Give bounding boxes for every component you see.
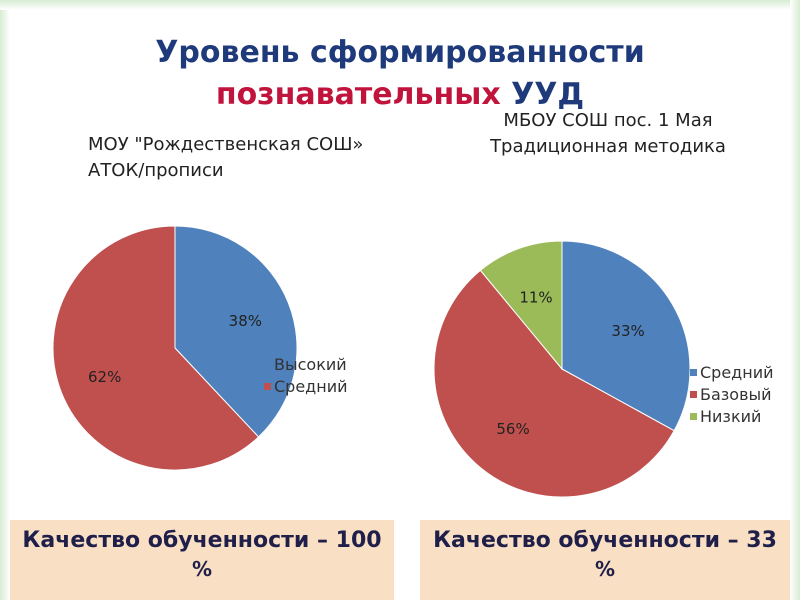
legend-right-label-2: Низкий: [700, 407, 761, 426]
pie-right-label-0: 33%: [611, 322, 644, 340]
pie-right-label-2: 11%: [519, 289, 552, 307]
chart-left-title-line1: МОУ "Рождественская СОШ»: [88, 134, 364, 155]
legend-right-label-0: Средний: [700, 363, 774, 382]
slide-title-uud: УУД: [511, 77, 585, 112]
legend-left-swatch-1: [264, 383, 271, 390]
quality-banner-left-text: Качество обученности – 100: [22, 528, 382, 553]
slide-frame-left: [0, 0, 10, 600]
quality-banner-right-text: Качество обученности – 33: [433, 528, 777, 553]
slide-title-line2: познавательных УУД: [0, 76, 800, 114]
legend-right-label-1: Базовый: [700, 385, 772, 404]
pie-left-label-0: 38%: [229, 312, 262, 330]
chart-left-title-line2: АТОК/прописи: [88, 160, 224, 181]
quality-banner-right: Качество обученности – 33 %: [420, 520, 790, 600]
slide-frame-right: [790, 0, 800, 600]
legend-right-swatch-0: [690, 369, 697, 376]
slide-title-highlight: познавательных: [215, 77, 501, 112]
pie-right-slice-0: [561, 240, 691, 432]
pie-right-slice-2: [479, 240, 563, 371]
chart-left-title: МОУ "Рождественская СОШ» АТОК/прописи: [88, 132, 363, 184]
legend-left-swatch-0: [264, 361, 271, 368]
chart-right-title: МБОУ СОШ пос. 1 Мая Традиционная методик…: [458, 108, 758, 160]
pie-right-slice-1: [433, 269, 675, 498]
legend-left-label-0: Высокий: [274, 355, 347, 374]
slide-title-line1: Уровень сформированности: [155, 35, 645, 70]
legend-left-label-1: Средний: [274, 377, 348, 396]
chart-right-title-line2: Традиционная методика: [490, 136, 726, 157]
slide-frame-top: [0, 0, 800, 10]
legend-right-swatch-2: [690, 413, 697, 420]
legend-right-swatch-1: [690, 391, 697, 398]
quality-banner-left-percent: %: [191, 557, 213, 581]
pie-right-label-1: 56%: [496, 420, 529, 438]
quality-banner-left: Качество обученности – 100 %: [10, 520, 394, 600]
pie-left-label-1: 62%: [88, 368, 121, 386]
pie-left-slice-1: [52, 225, 260, 471]
quality-banner-right-percent: %: [594, 557, 616, 581]
chart-right-title-line1: МБОУ СОШ пос. 1 Мая: [503, 110, 713, 131]
